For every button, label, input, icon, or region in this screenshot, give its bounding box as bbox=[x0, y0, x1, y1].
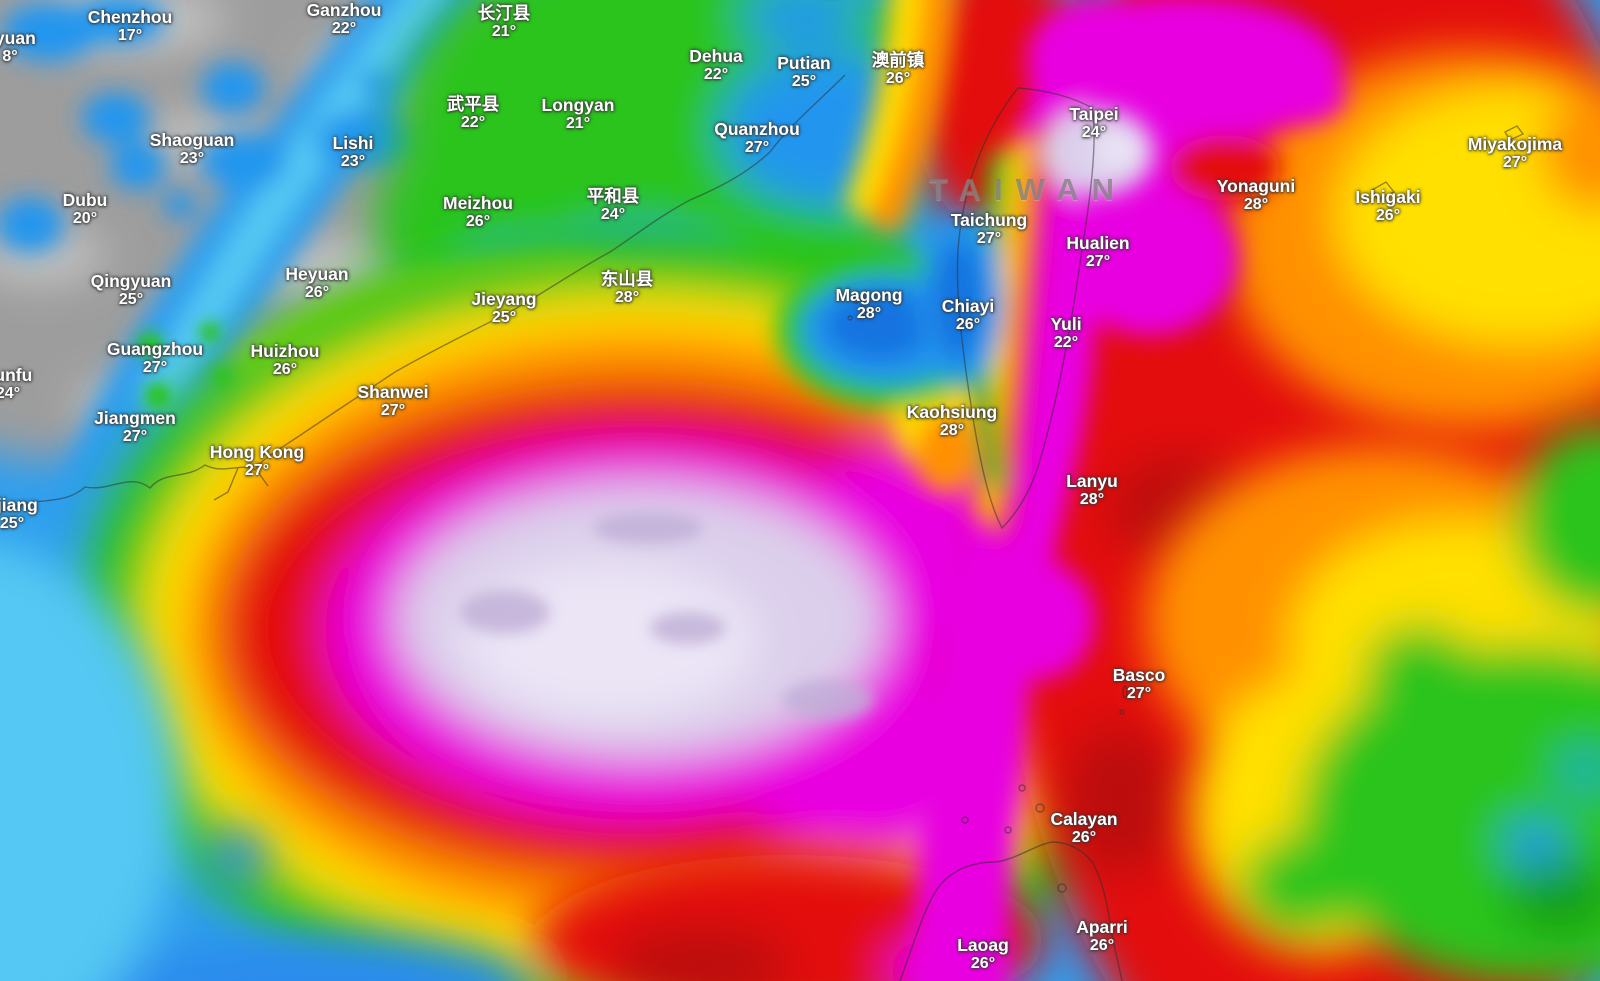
rain-blue-band-and-blobs bbox=[0, 0, 483, 698]
delta-green-spots bbox=[137, 322, 232, 409]
taiwan-island-bands bbox=[776, 82, 1154, 555]
storm-core-patches bbox=[460, 512, 873, 720]
coastlines bbox=[0, 74, 1525, 981]
strait-transition-bands bbox=[847, 0, 957, 233]
bottomright-field bbox=[1145, 425, 1600, 981]
topright-warm-field bbox=[1225, 50, 1600, 430]
storm-rings bbox=[80, 230, 1200, 981]
